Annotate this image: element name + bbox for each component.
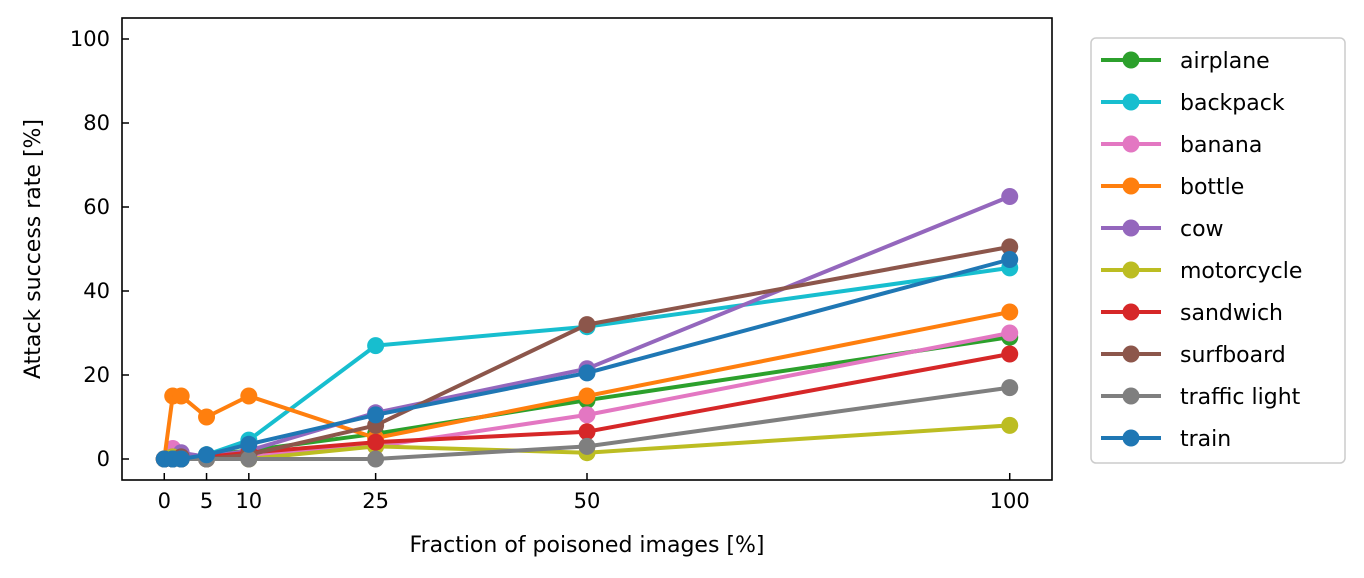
data-point-bottle <box>578 387 596 405</box>
data-point-bottle <box>1001 303 1019 321</box>
y-tick-label: 20 <box>83 363 110 387</box>
legend-label: sandwich <box>1180 301 1283 326</box>
data-point-surfboard <box>1001 238 1019 256</box>
series-layer <box>155 188 1019 468</box>
x-tick-label: 0 <box>158 489 171 513</box>
legend-label: traffic light <box>1180 385 1301 410</box>
data-point-sandwich <box>1001 345 1019 363</box>
legend-label: cow <box>1180 217 1224 242</box>
data-point-train <box>1001 251 1019 268</box>
data-point-sandwich <box>367 433 385 451</box>
legend-item-banana: banana <box>1101 133 1262 158</box>
x-tick-label: 25 <box>362 489 389 513</box>
data-point-train <box>578 364 596 382</box>
data-point-banana <box>1001 324 1019 342</box>
legend-swatch-marker <box>1122 93 1140 111</box>
legend-item-traffic-light: traffic light <box>1101 385 1301 410</box>
data-point-surfboard <box>578 316 596 334</box>
x-tick-label: 10 <box>235 489 262 513</box>
data-point-traffic-light <box>240 450 258 468</box>
x-tick-label: 5 <box>200 489 213 513</box>
legend-label: banana <box>1180 133 1262 158</box>
legend-swatch-marker <box>1122 387 1140 405</box>
legend-swatch-marker <box>1122 303 1140 321</box>
legend: airplane backpack banana bottle cow motorcycl… <box>1090 37 1346 464</box>
legend-label: backpack <box>1180 91 1285 116</box>
legend-swatch-marker <box>1122 177 1140 195</box>
data-point-sandwich <box>578 423 596 441</box>
y-axis-title: Attack success rate [%] <box>21 119 46 379</box>
legend-swatch-marker <box>1122 135 1140 153</box>
data-point-traffic-light <box>578 437 596 455</box>
legend-swatch-marker <box>1122 345 1140 363</box>
x-tick-label: 100 <box>990 489 1030 513</box>
y-axis-ticks: 0 20 40 60 80 100 <box>70 27 129 471</box>
legend-label: surfboard <box>1180 343 1286 368</box>
legend-swatch-marker <box>1122 219 1140 237</box>
data-point-train <box>240 435 258 453</box>
legend-label: train <box>1180 427 1231 452</box>
y-tick-label: 60 <box>83 195 110 219</box>
legend-item-backpack: backpack <box>1101 91 1285 116</box>
data-point-bottle <box>198 408 216 426</box>
y-tick-label: 80 <box>83 111 110 135</box>
legend-item-airplane: airplane <box>1101 49 1270 74</box>
legend-swatch-marker <box>1122 261 1140 279</box>
data-point-backpack <box>367 337 385 355</box>
data-point-train <box>367 406 385 424</box>
x-axis-title: Fraction of poisoned images [%] <box>410 533 765 558</box>
series-train <box>155 251 1019 468</box>
data-point-banana <box>578 406 596 424</box>
y-tick-label: 40 <box>83 279 110 303</box>
x-axis-ticks: 0 5 10 25 50 100 <box>158 473 1030 513</box>
legend-item-cow: cow <box>1101 217 1224 242</box>
legend-swatch-marker <box>1122 51 1140 69</box>
legend-item-train: train <box>1101 427 1231 452</box>
data-point-bottle <box>172 387 190 405</box>
legend-label: airplane <box>1180 49 1270 74</box>
y-tick-label: 0 <box>97 447 110 471</box>
y-tick-label: 100 <box>70 27 110 51</box>
legend-label: bottle <box>1180 175 1244 200</box>
data-point-bottle <box>240 387 258 405</box>
data-point-traffic-light <box>367 450 385 468</box>
legend-swatch-marker <box>1122 429 1140 447</box>
legend-item-bottle: bottle <box>1101 175 1244 200</box>
legend-item-sandwich: sandwich <box>1101 301 1283 326</box>
data-point-train <box>198 446 216 464</box>
data-point-motorcycle <box>1001 416 1019 434</box>
x-tick-label: 50 <box>574 489 601 513</box>
data-point-cow <box>1001 188 1019 205</box>
legend-label: motorcycle <box>1180 259 1302 284</box>
legend-item-surfboard: surfboard <box>1101 343 1286 368</box>
legend-item-motorcycle: motorcycle <box>1101 259 1302 284</box>
data-point-traffic-light <box>1001 379 1019 397</box>
data-point-train <box>172 450 190 468</box>
